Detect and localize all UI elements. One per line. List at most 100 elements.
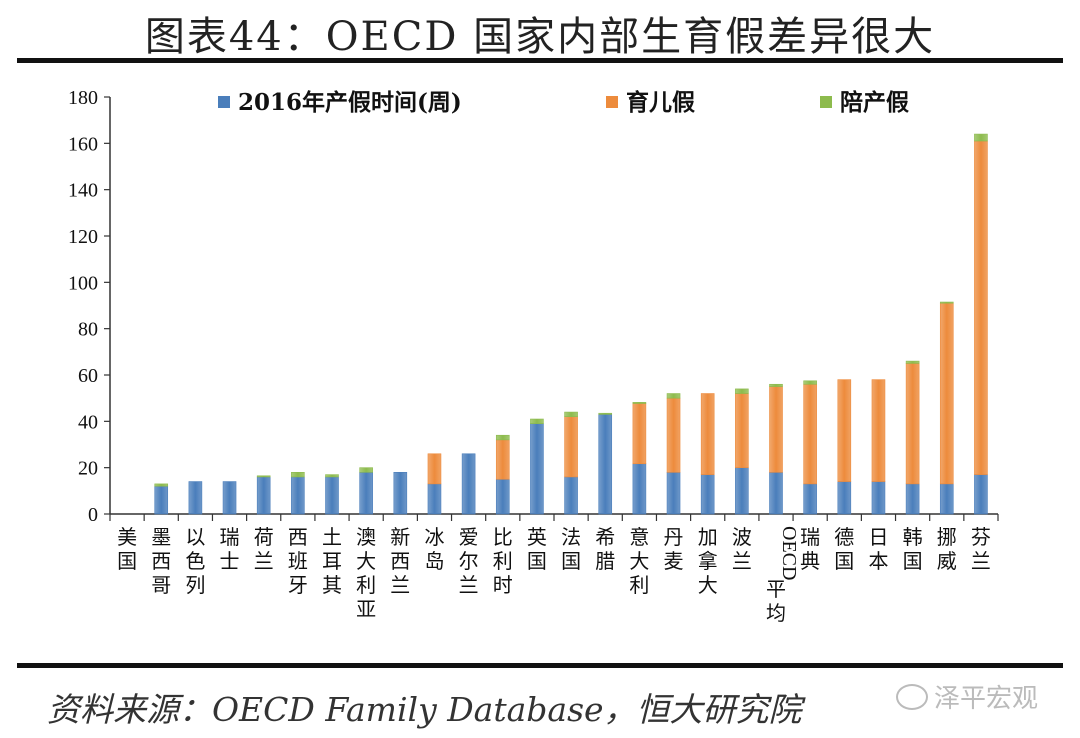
- bar-maternity: [974, 474, 988, 515]
- svg-text:国: 国: [527, 549, 547, 573]
- x-tick-label: 瑞典: [800, 525, 820, 573]
- bar-paternity: [666, 393, 681, 399]
- svg-text:冰: 冰: [424, 525, 444, 549]
- svg-text:士: 士: [220, 549, 240, 573]
- bar-paternity: [974, 133, 988, 142]
- x-tick-label: 冰岛: [424, 525, 444, 573]
- svg-text:列: 列: [185, 573, 205, 597]
- svg-text:利: 利: [356, 573, 376, 597]
- bar-maternity: [632, 463, 647, 515]
- y-tick-label: 120: [68, 226, 98, 248]
- x-tick-label: 波兰: [732, 525, 752, 573]
- svg-text:韩: 韩: [903, 525, 923, 549]
- svg-text:加: 加: [698, 525, 718, 549]
- x-tick-label: 法国: [561, 525, 581, 573]
- svg-text:墨: 墨: [151, 525, 171, 549]
- bar-maternity: [427, 483, 442, 515]
- legend-label-maternity: 2016年产假时间(周): [238, 89, 462, 116]
- svg-text:法: 法: [561, 525, 581, 549]
- svg-text:瑞: 瑞: [800, 525, 820, 549]
- y-tick-label: 80: [78, 319, 98, 341]
- svg-text:时: 时: [493, 573, 513, 597]
- bar-maternity: [154, 485, 169, 515]
- y-tick-label: 100: [68, 272, 98, 294]
- svg-text:利: 利: [629, 573, 649, 597]
- svg-text:比: 比: [493, 525, 513, 549]
- y-tick-label: 20: [78, 458, 98, 480]
- svg-text:芬: 芬: [971, 525, 991, 549]
- svg-text:丹: 丹: [664, 525, 684, 549]
- bar-maternity: [359, 471, 373, 515]
- svg-text:国: 国: [561, 549, 581, 573]
- svg-text:西: 西: [288, 525, 308, 549]
- bar-maternity: [291, 476, 305, 515]
- svg-text:尔: 尔: [459, 549, 479, 573]
- x-tick-label: 比利时: [493, 525, 513, 597]
- legend-label-paternity: 陪产假: [840, 89, 909, 116]
- svg-text:兰: 兰: [459, 573, 479, 597]
- svg-text:德: 德: [834, 525, 854, 549]
- svg-text:国: 国: [117, 549, 137, 573]
- svg-text:瑞: 瑞: [220, 525, 240, 549]
- svg-text:兰: 兰: [254, 549, 274, 573]
- page-title: 图表44：OECD 国家内部生育假差异很大: [144, 14, 936, 60]
- bar-paternity: [291, 471, 305, 478]
- svg-text:利: 利: [493, 549, 513, 573]
- bar-paternity: [530, 418, 544, 424]
- bar-parental: [632, 403, 647, 465]
- x-tick-label: 新西兰: [390, 525, 410, 597]
- svg-text:新: 新: [390, 525, 410, 549]
- watermark: 泽平宏观: [896, 678, 1038, 715]
- svg-text:兰: 兰: [971, 549, 991, 573]
- svg-text:平: 平: [766, 577, 786, 601]
- bar-paternity: [325, 474, 339, 478]
- bar-paternity: [154, 483, 169, 487]
- legend-swatch-maternity: [218, 96, 230, 108]
- bar-paternity: [495, 434, 510, 441]
- bar-paternity: [735, 388, 749, 394]
- bar-maternity: [564, 476, 578, 515]
- x-tick-label: 芬兰: [971, 525, 991, 573]
- y-tick-label: 140: [68, 180, 98, 202]
- top-rule: [17, 58, 1063, 63]
- x-tick-label: 韩国: [903, 525, 923, 573]
- svg-text:以: 以: [185, 525, 205, 549]
- svg-text:岛: 岛: [424, 549, 444, 573]
- x-tick-label: 日本: [868, 525, 888, 573]
- svg-text:牙: 牙: [288, 573, 308, 597]
- y-tick-label: 0: [88, 504, 98, 526]
- bar-maternity: [803, 483, 817, 515]
- bar-parental: [666, 397, 681, 473]
- bottom-rule: [17, 663, 1063, 668]
- svg-text:OECD: OECD: [778, 526, 800, 580]
- bar-paternity: [564, 411, 578, 418]
- svg-text:荷: 荷: [254, 525, 274, 549]
- bar-maternity: [837, 481, 852, 515]
- bar-paternity: [769, 383, 783, 387]
- x-tick-label: 以色列: [185, 525, 205, 597]
- bar-maternity: [325, 476, 339, 515]
- svg-text:兰: 兰: [390, 573, 410, 597]
- svg-text:爱: 爱: [459, 525, 479, 549]
- svg-text:耳: 耳: [322, 549, 342, 573]
- x-tick-label: 意大利: [629, 525, 649, 597]
- bar-maternity: [769, 471, 783, 515]
- chart-bars: [154, 133, 988, 515]
- bar-parental: [735, 393, 749, 468]
- svg-text:麦: 麦: [664, 549, 684, 573]
- y-tick-label: 160: [68, 133, 98, 155]
- watermark-text: 泽平宏观: [934, 684, 1039, 714]
- svg-text:美: 美: [117, 525, 137, 549]
- svg-text:威: 威: [937, 549, 957, 573]
- x-tick-label: 墨西哥: [151, 525, 171, 597]
- bar-maternity: [461, 453, 476, 515]
- svg-text:均: 均: [766, 601, 786, 625]
- bar-maternity: [939, 483, 954, 515]
- bar-parental: [837, 379, 852, 482]
- bar-maternity: [393, 471, 408, 515]
- bar-maternity: [495, 478, 510, 515]
- svg-text:日: 日: [868, 525, 888, 549]
- x-tick-label: 德国: [834, 525, 854, 573]
- x-tick-label: 美国: [117, 525, 137, 573]
